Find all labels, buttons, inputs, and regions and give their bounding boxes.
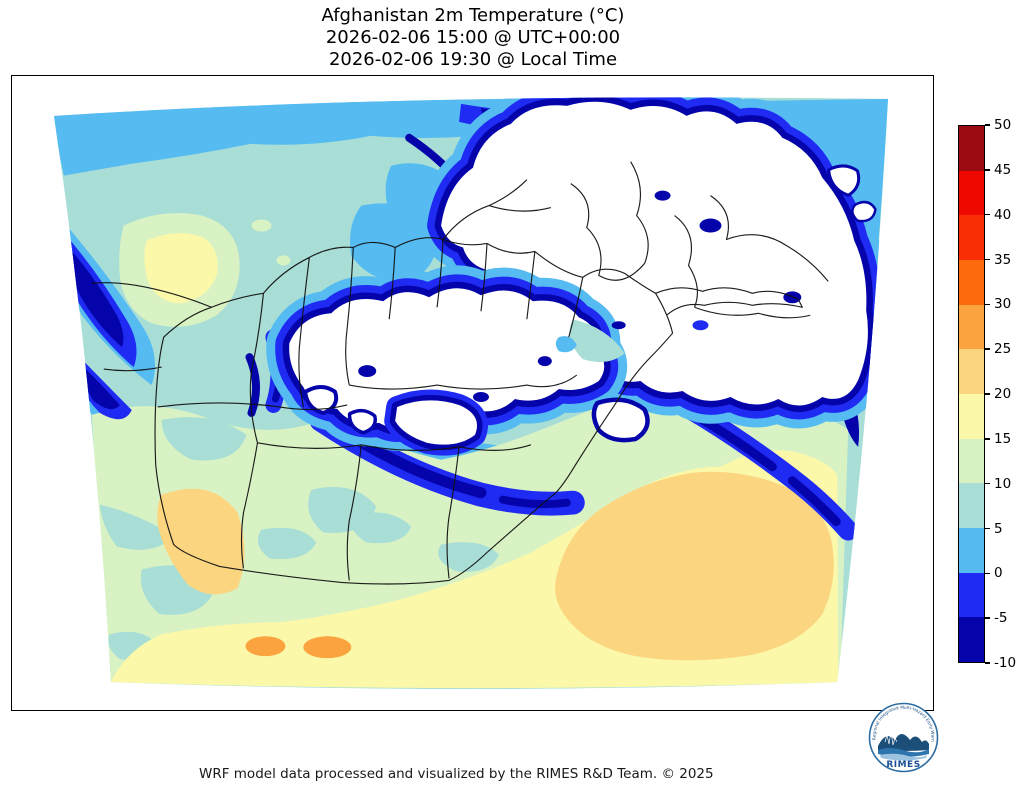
title-block: Afghanistan 2m Temperature (°C) 2026-02-… <box>11 5 935 71</box>
map-domain <box>53 97 889 690</box>
rimes-logo: Regional Integrated Multi-Hazard Early W… <box>868 702 939 773</box>
colorbar-tick: 45 <box>985 162 1011 178</box>
colorbar-tick-mark <box>985 124 990 126</box>
colorbar-tick: -5 <box>985 610 1007 626</box>
admin-boundaries <box>91 161 829 585</box>
colorbar-segment <box>959 572 984 618</box>
colorbar-tick-label: -10 <box>994 655 1017 671</box>
rimes-logo-graphic: Regional Integrated Multi-Hazard Early W… <box>868 702 939 773</box>
credit-text: WRF model data processed and visualized … <box>199 766 714 782</box>
colorbar-tick: 5 <box>985 521 1003 537</box>
colorbar-tick-mark <box>985 393 990 395</box>
colorbar-tick-mark <box>985 303 990 306</box>
colorbar-segment <box>959 215 984 261</box>
colorbar-segment <box>959 349 984 395</box>
northwest-warm-patch <box>119 213 291 327</box>
colorbar-tick: -10 <box>985 655 1016 671</box>
colorbar-tick-mark <box>985 572 990 575</box>
colorbar-segment <box>959 126 984 171</box>
colorbar-tick: 15 <box>985 431 1011 447</box>
logo-mountain-wave-art <box>878 731 929 761</box>
title-local-time: 2026-02-06 19:30 @ Local Time <box>328 49 618 70</box>
colorbar-tick-label: 20 <box>994 386 1012 402</box>
colorbar-tick: 25 <box>985 341 1011 357</box>
orange-spots <box>245 636 352 659</box>
colorbar-tick-label: 35 <box>994 251 1012 268</box>
colorbar-segment <box>959 528 984 573</box>
sand-patch-west <box>157 488 245 595</box>
colorbar-tick-mark <box>985 482 990 485</box>
colorbar-tick-mark <box>985 213 990 216</box>
colorbar-tick-label: 25 <box>994 341 1012 358</box>
colorbar-tick-label: 50 <box>994 117 1012 133</box>
colorbar-tick-mark <box>985 348 990 350</box>
colorbar-tick: 50 <box>985 117 1011 133</box>
colorbar-ticks: 50 45 40 35 30 25 20 15 10 5 0 -5 -10 <box>985 117 1026 671</box>
colorbar-tick-label: 5 <box>994 520 1003 537</box>
colorbar-segment <box>959 260 984 305</box>
colorbar-tick-label: 15 <box>994 430 1012 447</box>
colorbar-tick: 30 <box>985 296 1011 312</box>
colorbar-tick-label: 30 <box>994 296 1012 313</box>
colorbar-tick-mark <box>985 438 990 440</box>
colorbar-segment <box>959 304 984 350</box>
page-title: Afghanistan 2m Temperature (°C) <box>321 5 625 26</box>
colorbar-bar <box>958 125 985 663</box>
colorbar-segment <box>959 617 984 663</box>
colorbar-tick-label: 45 <box>994 161 1012 178</box>
colorbar-segment <box>959 394 984 439</box>
colorbar-tick: 20 <box>985 386 1011 402</box>
colorbar-tick-label: 40 <box>994 206 1012 223</box>
colorbar-tick: 35 <box>985 252 1011 268</box>
colorbar-tick: 0 <box>985 565 1003 581</box>
temperature-map <box>53 76 889 690</box>
colorbar-tick-mark <box>985 527 990 530</box>
colorbar-segment <box>959 170 984 216</box>
colorbar-tick-label: 10 <box>994 475 1012 492</box>
colorbar-tick-label: 0 <box>994 565 1003 582</box>
colorbar-segment <box>959 483 984 529</box>
map-frame: Regional Integrated Multi-Hazard Early W… <box>11 75 939 773</box>
colorbar-tick-mark <box>985 258 990 261</box>
logo-wordmark: RIMES <box>886 760 920 770</box>
colorbar-tick-mark <box>985 169 990 171</box>
sand-basin-southeast <box>555 471 834 661</box>
colorbar-tick: 40 <box>985 207 1011 223</box>
colorbar-tick-label: -5 <box>994 610 1008 627</box>
colorbar-tick: 10 <box>985 476 1011 492</box>
cold-pockets <box>358 190 802 402</box>
colorbar-tick-mark <box>985 662 990 664</box>
title-utc-time: 2026-02-06 15:00 @ UTC+00:00 <box>325 27 621 48</box>
colorbar-tick-mark <box>985 617 990 619</box>
colorbar-segment <box>959 438 984 484</box>
